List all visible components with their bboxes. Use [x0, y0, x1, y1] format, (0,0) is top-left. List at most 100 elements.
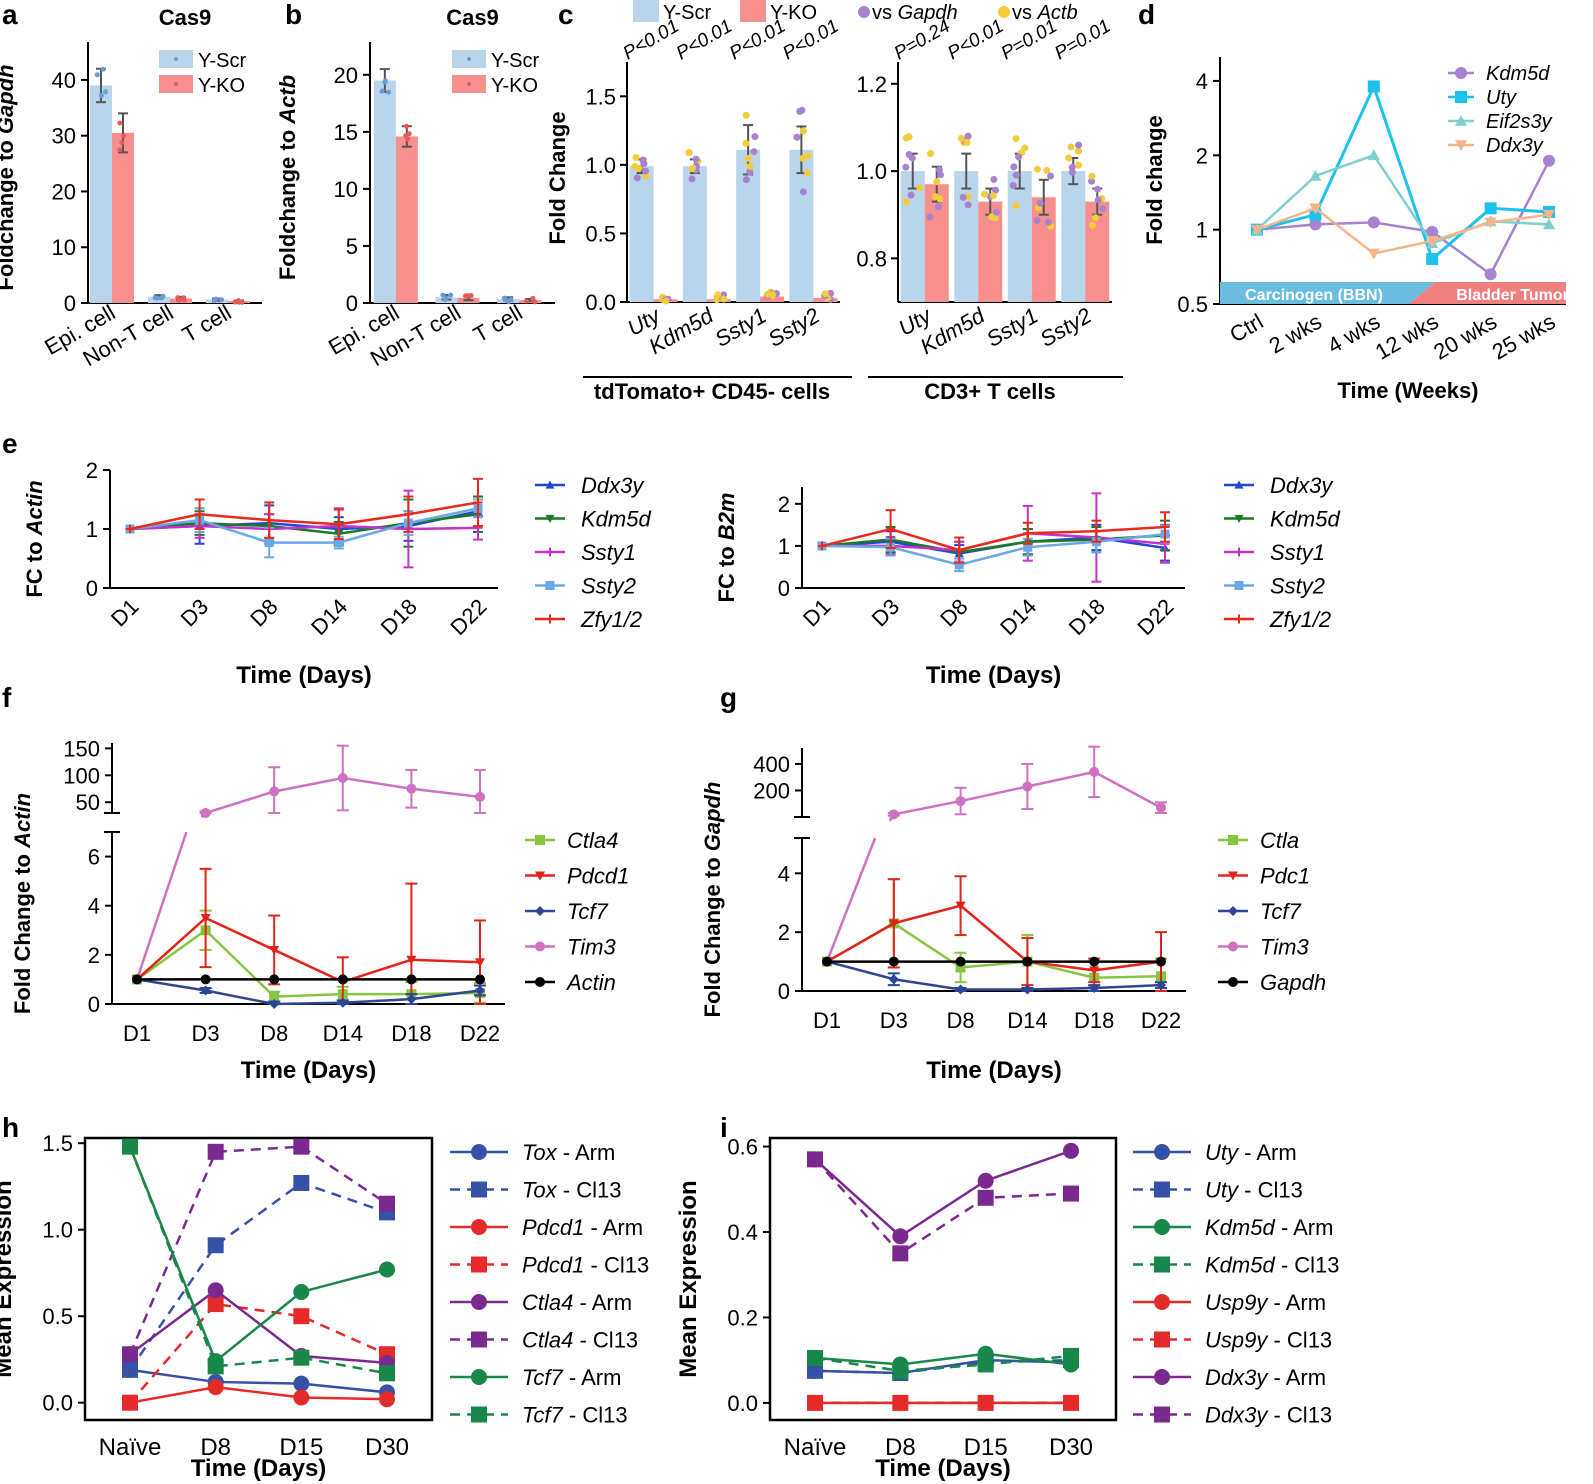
legend-marker: [1455, 115, 1467, 126]
series-line: [826, 960, 1162, 991]
data-point: [977, 1172, 994, 1189]
panel-label: i: [720, 1112, 728, 1143]
data-point: [269, 974, 280, 985]
data-point: [764, 290, 772, 298]
legend-marker: [545, 480, 555, 489]
panel-d: 0.5 1 2 4 Carcinogen (BBN) Bladder Tumors Kdm5…: [1142, 57, 1578, 403]
data-point: [633, 174, 641, 182]
legend-marker: [471, 1294, 487, 1310]
series-line: [128, 1146, 388, 1375]
error-bar: [961, 152, 972, 190]
y-tick-label: 1: [778, 534, 790, 559]
data-point: [1010, 163, 1018, 171]
data-point: [103, 89, 109, 95]
series-line: [135, 776, 481, 980]
series-line: [129, 1385, 388, 1404]
y-tick-label: 1.0: [856, 159, 887, 184]
series-line: [814, 1354, 1072, 1373]
panel-label: h: [2, 1112, 19, 1143]
legend-marker: [471, 1219, 487, 1235]
data-point: [1089, 956, 1100, 967]
data-point: [964, 201, 972, 209]
bar-y-scr: [682, 166, 707, 302]
x-tick-label: D18: [391, 1021, 431, 1046]
data-point: [959, 193, 967, 201]
data-point: [977, 1189, 994, 1206]
data-point: [746, 162, 754, 170]
data-point: [1156, 802, 1166, 813]
data-point: [807, 1394, 823, 1411]
legend-dot: [467, 82, 471, 86]
legend-condition: Cl13: [582, 1403, 627, 1428]
data-point: [122, 1138, 138, 1155]
group-label: tdTomato+ CD45- cells: [594, 379, 830, 404]
series-line: [136, 916, 481, 984]
data-point: [379, 1195, 395, 1212]
legend-label: Kdm5d - Arm: [1205, 1215, 1333, 1240]
data-point: [1484, 268, 1497, 281]
legend-label: Kdm5d: [1270, 507, 1340, 532]
data-point: [1021, 144, 1029, 152]
data-point: [125, 524, 135, 534]
legend-marker: [1228, 906, 1238, 916]
data-point: [1009, 181, 1017, 189]
panel-label: d: [1138, 0, 1155, 30]
legend-dot: [467, 57, 471, 61]
y-tick-label: 30: [52, 124, 76, 149]
data-point: [121, 133, 127, 139]
data-point: [1068, 168, 1076, 176]
data-point: [742, 111, 750, 119]
legend-label: Kdm5d - Cl13: [1205, 1253, 1340, 1278]
legend-marker: [535, 835, 545, 845]
y-tick-label: 1: [1196, 218, 1208, 243]
series-line: [821, 525, 1166, 552]
legend-condition: Arm: [1286, 1365, 1326, 1390]
data-point: [269, 991, 280, 1002]
data-point: [957, 134, 965, 142]
legend-dash: -: [573, 1328, 593, 1353]
data-point: [888, 919, 899, 929]
x-tick-label: T cell: [469, 300, 527, 348]
x-tick-label: D8: [200, 1434, 231, 1461]
x-tick-label: D22: [1132, 594, 1178, 640]
data-point: [218, 297, 224, 303]
legend-condition: Arm: [603, 1215, 643, 1240]
legend-gene: Kdm5d: [1205, 1253, 1275, 1278]
legend-gene: Usp9y: [1205, 1290, 1269, 1315]
legend-label: Ddx3y: [1486, 135, 1544, 157]
legend-dash: -: [557, 1178, 577, 1203]
legend-marker: [545, 547, 555, 557]
legend-prefix: vs: [872, 2, 898, 24]
legend-label: Ctla4 - Cl13: [522, 1328, 638, 1353]
y-tick-label: 0.6: [727, 1135, 758, 1160]
data-point: [293, 1389, 310, 1406]
legend-marker: [1228, 941, 1238, 952]
data-point: [639, 156, 647, 164]
data-point: [269, 999, 280, 1009]
data-point: [337, 997, 348, 1008]
data-point: [963, 138, 971, 146]
data-point: [1426, 236, 1439, 247]
data-point: [154, 295, 160, 301]
data-point: [886, 524, 896, 534]
legend-marker: [1234, 581, 1244, 590]
legend-label: Ddx3y: [1270, 473, 1334, 498]
legend-marker: [1154, 1219, 1170, 1235]
x-axis-label: Time (Days): [926, 1057, 1062, 1084]
bar-y-scr: [1007, 171, 1032, 302]
legend-label: Pdcd1 - Cl13: [522, 1253, 649, 1278]
y-axis-label-text: Fold Change to: [10, 848, 35, 1014]
panel-label: b: [285, 0, 302, 30]
legend-condition: Cl13: [593, 1328, 638, 1353]
data-point: [988, 213, 996, 221]
bar-y-scr: [148, 296, 170, 303]
y-axis-label: Fold Change: [545, 111, 570, 244]
data-point: [989, 192, 997, 200]
y-tick-label: 6: [88, 845, 100, 870]
data-point: [955, 901, 966, 911]
legend-gene: Tcf7: [522, 1365, 564, 1390]
legend-marker: [1455, 140, 1467, 151]
bar-y-scr: [90, 85, 112, 303]
